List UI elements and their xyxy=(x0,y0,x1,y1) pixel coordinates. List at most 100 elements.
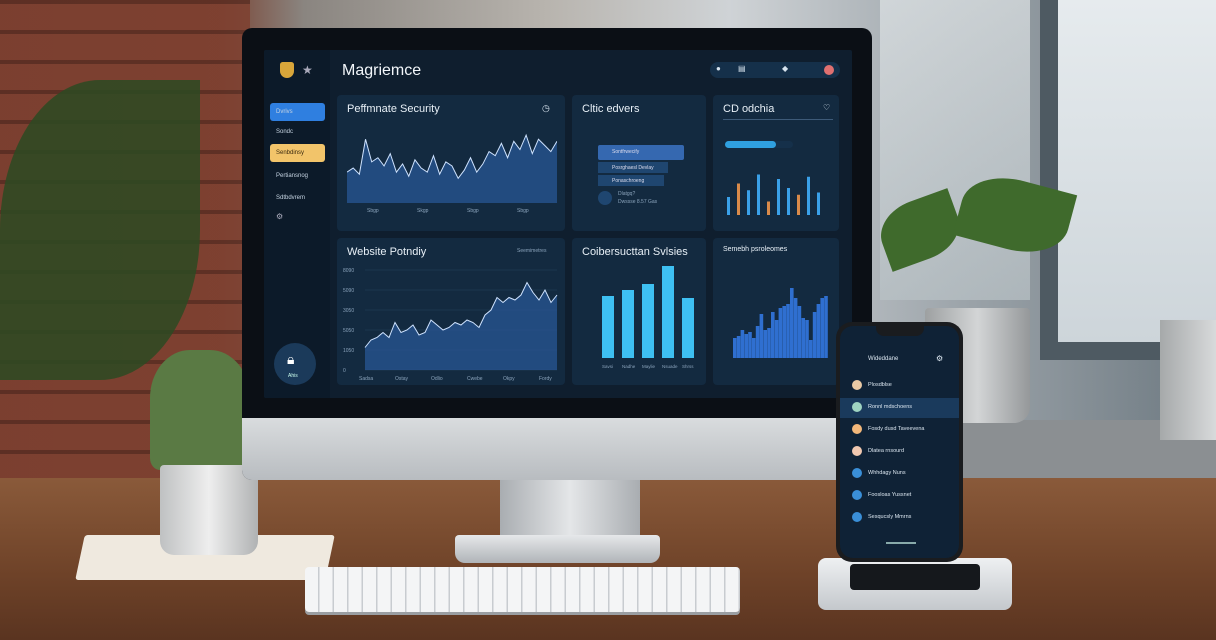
growth-chart xyxy=(733,288,828,358)
phone-notch xyxy=(876,326,924,336)
lock-label: Ahis xyxy=(288,373,298,379)
phone-item-label: Ronnl mdschoens xyxy=(868,404,913,410)
growth-bar xyxy=(820,298,824,358)
phone-list-item[interactable]: Dlatea rnsourd xyxy=(840,442,959,462)
x-tick: Sbgp xyxy=(517,208,529,213)
phone-item-label: Whhdagy Nuns xyxy=(868,470,906,476)
growth-bar xyxy=(736,336,741,358)
growth-bar xyxy=(755,326,760,358)
cp-bar xyxy=(757,174,760,215)
bell-icon[interactable]: ● xyxy=(716,64,721,73)
message-icon[interactable]: ▤ xyxy=(738,64,746,73)
growth-bar xyxy=(797,306,802,358)
client-caption: Dwssse 8.57 Gas xyxy=(618,199,658,205)
sidebar-item-2[interactable]: Senbdinsy xyxy=(270,144,325,162)
phone-list-item[interactable]: Plosdblse xyxy=(840,376,959,396)
y-tick: 3050 xyxy=(343,308,354,314)
cp-bar xyxy=(767,201,770,215)
monitor-stand xyxy=(500,480,640,542)
succulent xyxy=(150,350,250,470)
contact-avatar-icon xyxy=(852,424,862,434)
home-indicator xyxy=(886,542,916,544)
conversion-bar xyxy=(602,296,614,358)
contact-avatar-icon xyxy=(852,402,862,412)
client-row-bar[interactable]: Ponaschroeng xyxy=(598,175,664,186)
growth-bar xyxy=(805,320,809,358)
growth-bar xyxy=(767,328,771,358)
growth-bar xyxy=(763,330,767,358)
client-row-bar[interactable]: Sontfrwecify xyxy=(598,145,684,160)
phone-header: Wideddane xyxy=(868,356,899,362)
plant-pot xyxy=(160,465,258,555)
contact-avatar-icon xyxy=(852,490,862,500)
lock-button[interactable]: 🔒︎ Ahis xyxy=(274,343,316,385)
performance-chart: Sbgp Skgp Sbgp Sbgp xyxy=(347,133,557,213)
contact-avatar-icon xyxy=(852,380,862,390)
divider xyxy=(723,119,833,120)
sidebar: ★ Dvrivs Sondc Senbdinsy Pertiansnog Sdt… xyxy=(264,50,330,398)
shield-logo-icon xyxy=(280,62,294,78)
panel-title: Website Potndiy xyxy=(347,246,427,258)
client-row-label: Sontfrwecify xyxy=(612,149,640,155)
phone-list-item[interactable]: Foosloas Yussnet xyxy=(840,486,959,506)
x-tick: Okpy xyxy=(503,376,515,382)
performance-line xyxy=(347,133,557,180)
x-tick: Odlio xyxy=(431,376,443,382)
panel-performance-security: Peffmnate Security ◷ Sbgp Skgp Sbgp Sbgp xyxy=(337,95,565,231)
y-tick: 0 xyxy=(343,368,346,374)
contact-avatar-icon xyxy=(852,446,862,456)
x-tick: Skgp xyxy=(417,208,429,213)
client-row-label: Posrghaesl Devlay xyxy=(612,165,654,171)
phone-dock xyxy=(818,558,1012,610)
y-tick: 5090 xyxy=(343,288,354,294)
growth-bar xyxy=(801,318,805,358)
x-tick: Fordy xyxy=(539,376,552,382)
panel-growth: Semebh psroleomes xyxy=(713,238,839,385)
phone: Wideddane ⚙ Plosdblse Ronnl mdschoens Fosd… xyxy=(836,322,963,562)
website-area xyxy=(365,282,557,370)
phone-item-label: Foosloas Yussnet xyxy=(868,492,912,498)
x-tick: Nadhe xyxy=(622,364,636,369)
settings-icon[interactable]: ⚙ xyxy=(276,212,284,221)
lock-icon: 🔒︎ xyxy=(287,351,295,367)
growth-bar xyxy=(744,334,748,358)
avatar[interactable] xyxy=(824,65,834,75)
sidebar-item-4[interactable]: Sdtbdvrem xyxy=(276,195,306,201)
phone-list-item[interactable]: Ronnl mdschoens xyxy=(840,398,959,418)
phone-list-item[interactable]: Whhdagy Nuns xyxy=(840,464,959,484)
panel-cp: CD odchia ♡ xyxy=(713,95,839,231)
contact-avatar-icon xyxy=(852,468,862,478)
settings-icon[interactable]: ⚙ xyxy=(936,354,944,363)
y-tick: 1050 xyxy=(343,348,354,354)
cp-bar xyxy=(807,176,810,215)
profile-icon[interactable]: ◆ xyxy=(782,64,789,73)
phone-list-item[interactable]: Sesqucsly Mmrns xyxy=(840,508,959,528)
phone-screen: Wideddane ⚙ Plosdblse Ronnl mdschoens Fosd… xyxy=(840,326,959,558)
sidebar-item-0[interactable]: Dvrivs xyxy=(270,103,325,121)
sidebar-item-3[interactable]: Pertiansnog xyxy=(276,173,309,179)
client-icon xyxy=(598,191,612,205)
website-chart: 8090 5090 3050 5050 1050 0 Sadsa Ostay Odlio Cweb… xyxy=(343,268,558,382)
client-row-label: Ponaschroeng xyxy=(612,178,645,184)
plant-pot xyxy=(1160,320,1216,440)
phone-list-item[interactable]: Fosdy dusd Taveevena xyxy=(840,420,959,440)
phone-item-label: Sesqucsly Mmrns xyxy=(868,514,912,520)
cp-bar xyxy=(777,179,780,215)
dashboard-screen: ★ Dvrivs Sondc Senbdinsy Pertiansnog Sdt… xyxy=(264,50,852,398)
clock-icon[interactable]: ◷ xyxy=(542,103,550,113)
client-row-bar[interactable]: Posrghaesl Devlay xyxy=(598,162,668,173)
sidebar-item-1[interactable]: Sondc xyxy=(276,129,294,135)
pin-icon[interactable]: ♡ xyxy=(823,103,831,112)
cp-bar xyxy=(787,188,790,215)
growth-bar xyxy=(752,338,756,358)
progress-bar xyxy=(725,141,793,148)
growth-bar xyxy=(786,304,790,358)
legend: Seemimetres xyxy=(517,248,547,254)
growth-bar xyxy=(771,312,775,358)
growth-bar xyxy=(812,312,817,358)
x-tick: Cwebe xyxy=(467,376,483,382)
phone-item-label: Plosdblse xyxy=(868,382,892,388)
x-tick: Sbgp xyxy=(467,208,479,213)
conversion-bar xyxy=(622,290,634,358)
cp-bar xyxy=(797,194,800,215)
